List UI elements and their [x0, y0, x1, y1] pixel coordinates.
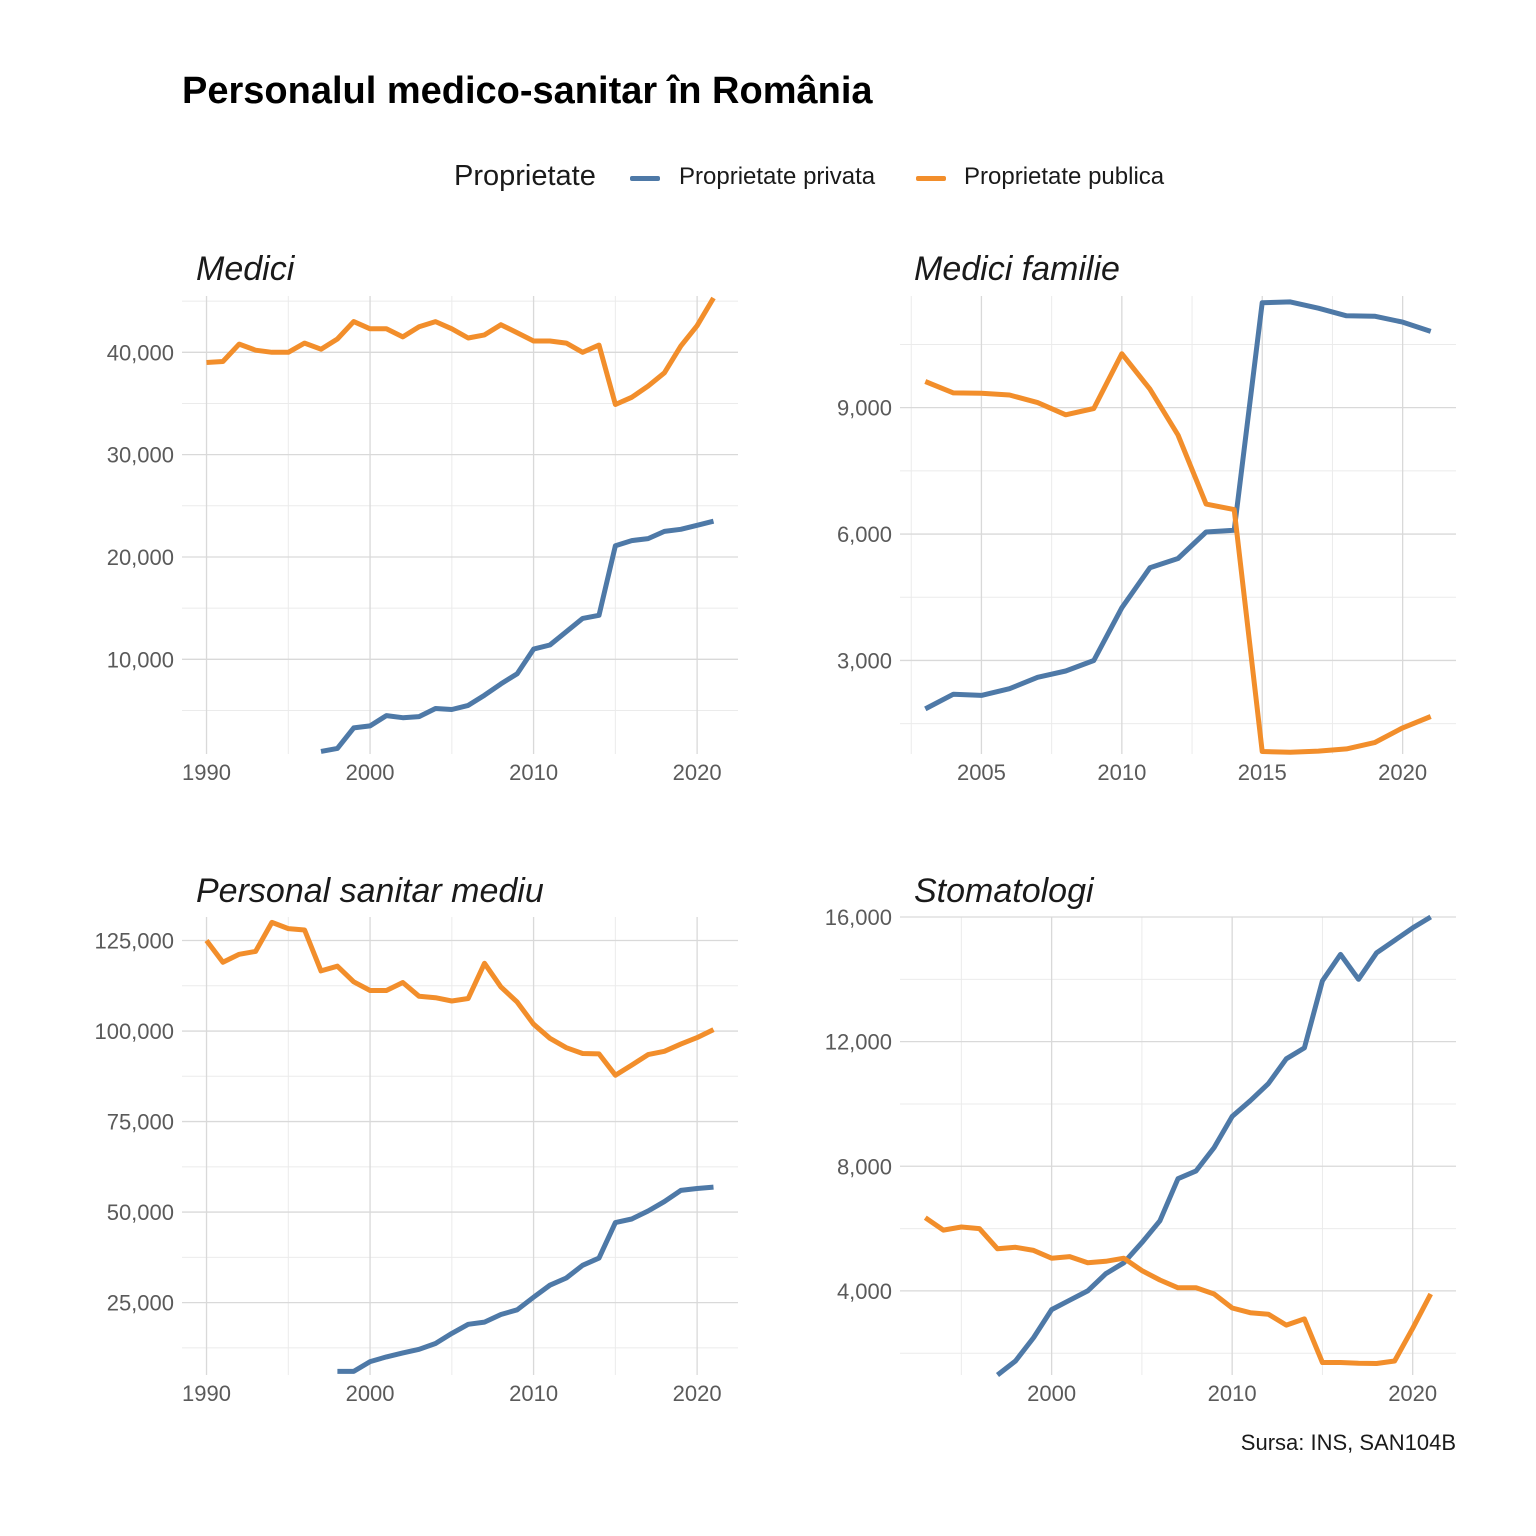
- facet-title: Stomatologi: [914, 872, 1095, 910]
- y-tick-label: 125,000: [94, 929, 174, 954]
- legend-label-privata: Proprietate privata: [679, 163, 876, 190]
- x-tick-label: 2020: [673, 1381, 722, 1406]
- x-tick-label: 2000: [346, 1381, 395, 1406]
- y-tick-label: 50,000: [107, 1200, 174, 1225]
- y-tick-label: 6,000: [837, 522, 892, 547]
- facet-title: Medici familie: [914, 250, 1120, 288]
- facet-title: Medici: [196, 250, 296, 288]
- x-tick-label: 2000: [1027, 1381, 1076, 1406]
- legend-label-publica: Proprietate publica: [964, 163, 1165, 190]
- series-line-publica: [924, 351, 1432, 755]
- facet-panel-2: 25,000 50,000 75,000 100,000 125,000 1990 2000…: [94, 872, 738, 1406]
- y-tick-label: 8,000: [837, 1154, 892, 1179]
- y-tick-label: 9,000: [837, 396, 892, 421]
- x-tick-label: 2010: [1208, 1381, 1257, 1406]
- x-tick-label: 2020: [1388, 1381, 1437, 1406]
- series-line-publica: [206, 296, 716, 407]
- series-line-privata: [995, 914, 1432, 1377]
- y-tick-label: 100,000: [94, 1019, 174, 1044]
- x-tick-label: 2010: [509, 760, 558, 785]
- source-caption: Sursa: INS, SAN104B: [1240, 1430, 1456, 1455]
- y-tick-label: 30,000: [107, 443, 174, 468]
- series-line-publica: [923, 1215, 1433, 1366]
- y-tick-label: 20,000: [107, 545, 174, 570]
- y-tick-label: 10,000: [107, 647, 174, 672]
- x-tick-label: 1990: [182, 760, 231, 785]
- x-tick-label: 2020: [1378, 760, 1427, 785]
- facet-panel-3: 4,000 8,000 12,000 16,000 2000 2010 2020 Stomat…: [825, 872, 1456, 1406]
- y-tick-label: 40,000: [107, 340, 174, 365]
- y-tick-label: 16,000: [825, 905, 892, 930]
- legend-key-privata: [630, 176, 660, 181]
- chart-title: Personalul medico-sanitar în România: [182, 70, 873, 112]
- y-tick-label: 4,000: [837, 1279, 892, 1304]
- y-tick-label: 3,000: [837, 648, 892, 673]
- legend-title: Proprietate: [454, 160, 596, 192]
- y-tick-label: 12,000: [825, 1030, 892, 1055]
- x-tick-label: 2015: [1238, 760, 1287, 785]
- series-line-publica: [204, 919, 715, 1078]
- x-tick-label: 2005: [957, 760, 1006, 785]
- x-tick-label: 1990: [182, 1381, 231, 1406]
- y-tick-label: 25,000: [107, 1291, 174, 1316]
- x-tick-label: 2000: [346, 760, 395, 785]
- x-tick-label: 2010: [1097, 760, 1146, 785]
- legend: Proprietate Proprietate privata Propriet…: [0, 160, 1536, 200]
- series-line-privata: [924, 299, 1432, 712]
- series-line-privata: [320, 518, 715, 754]
- facet-title: Personal sanitar mediu: [196, 872, 544, 910]
- series-line-privata: [337, 1184, 714, 1374]
- legend-key-publica: [916, 176, 946, 181]
- x-tick-label: 2020: [673, 760, 722, 785]
- y-tick-label: 75,000: [107, 1110, 174, 1135]
- facet-panel-1: 3,000 6,000 9,000 2005 2010 2015 2020 Medici fa…: [837, 250, 1456, 785]
- x-tick-label: 2010: [509, 1381, 558, 1406]
- facet-panel-0: 10,000 20,000 30,000 40,000 1990 2000 2010 2020…: [107, 250, 738, 785]
